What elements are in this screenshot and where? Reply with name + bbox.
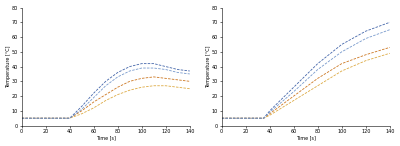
X-axis label: Time [s]: Time [s] <box>296 135 316 140</box>
X-axis label: Time [s]: Time [s] <box>96 135 116 140</box>
Y-axis label: Temperature [°C]: Temperature [°C] <box>6 45 10 88</box>
Y-axis label: Temperature [°C]: Temperature [°C] <box>206 45 210 88</box>
